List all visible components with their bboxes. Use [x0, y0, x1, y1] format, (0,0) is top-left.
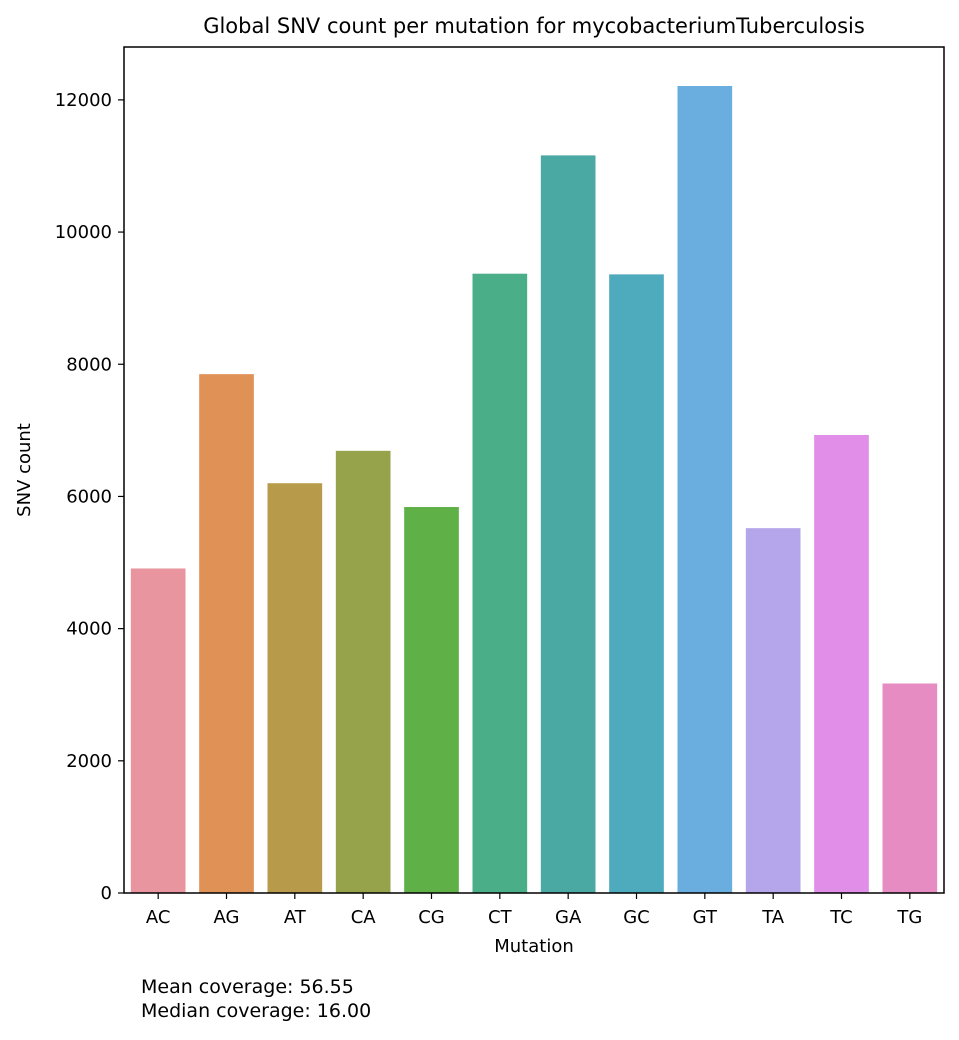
bar-ag: [199, 374, 254, 893]
bar-ta: [745, 528, 801, 893]
y-tick-label: 0: [101, 883, 112, 904]
bar-ct: [472, 273, 528, 893]
y-tick-label: 6000: [66, 486, 112, 507]
x-axis: AC AG AT CA CG CT GA GC GT TA TC TG: [146, 893, 922, 928]
bar-at: [267, 483, 323, 893]
x-tick-label-ac: AC: [146, 907, 171, 928]
bar-ga: [540, 155, 596, 893]
median-coverage-note: Median coverage: 16.00: [141, 1000, 372, 1022]
y-axis-label: SNV count: [14, 423, 35, 517]
plot-frame: [123, 46, 945, 894]
x-tick-label-ga: GA: [555, 907, 582, 928]
x-tick-label-ca: CA: [351, 907, 377, 928]
y-axis: 0 2000 4000 6000 8000 10000 12000: [55, 90, 124, 904]
y-tick-label: 10000: [55, 222, 112, 243]
bar-cg: [404, 507, 459, 893]
bars-layer: [130, 86, 938, 893]
x-axis-label: Mutation: [494, 936, 574, 957]
bar-ca: [335, 450, 391, 893]
x-tick-label-gt: GT: [693, 907, 718, 928]
bar-gc: [609, 274, 664, 893]
y-tick-label: 4000: [66, 619, 112, 640]
y-tick-label: 2000: [66, 751, 112, 772]
bar-ac: [130, 568, 186, 893]
bar-tg: [882, 683, 938, 893]
y-tick-label: 12000: [55, 90, 112, 111]
bar-tc: [814, 434, 869, 893]
chart-title: Global SNV count per mutation for mycoba…: [203, 14, 865, 38]
x-tick-label-tg: TG: [896, 907, 922, 928]
x-tick-label-cg: CG: [418, 907, 445, 928]
bar-gt: [677, 86, 733, 893]
x-tick-label-tc: TC: [829, 907, 853, 928]
mean-coverage-note: Mean coverage: 56.55: [141, 976, 354, 998]
x-tick-label-ct: CT: [488, 907, 513, 928]
y-tick-label: 8000: [66, 354, 112, 375]
x-tick-label-ta: TA: [761, 907, 785, 928]
x-tick-label-at: AT: [284, 907, 307, 928]
x-tick-label-gc: GC: [623, 907, 650, 928]
x-tick-label-ag: AG: [214, 907, 240, 928]
